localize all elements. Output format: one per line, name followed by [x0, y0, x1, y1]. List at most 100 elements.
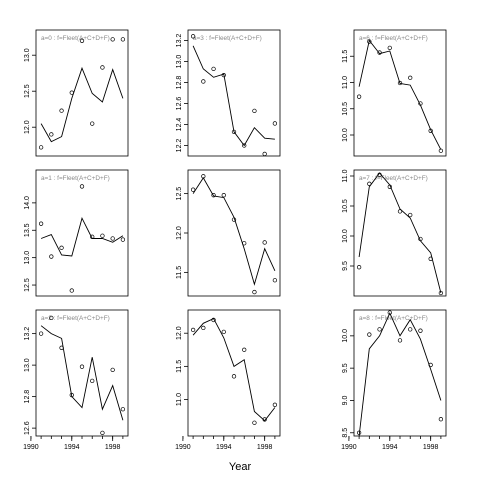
observed-point — [377, 172, 382, 177]
observed-point — [90, 378, 95, 384]
panel-6: a=6 : f=Fleet(A+C+D+F) 10.0 10.5 11.0 11.5 — [342, 29, 447, 157]
observed-point — [211, 66, 216, 71]
y-tick-label: 9.0 — [342, 395, 349, 405]
y-tick-label: 12.6 — [24, 421, 31, 435]
panel-title: a=8 : f=Fleet(A+C+D+F) — [359, 315, 428, 322]
observed-point — [242, 143, 247, 148]
observed-point — [408, 75, 413, 80]
panel-3: a=3 : f=Fleet(A+C+D+F) 12.2 12.4 12.6 12.8 13… — [176, 29, 281, 157]
observed-point — [387, 184, 392, 189]
observed-point — [38, 221, 44, 226]
observed-point — [272, 278, 278, 283]
panel-1: a=1 : f=Fleet(A+C+D+F) 12.5 13.0 13.5 14.0 — [24, 169, 129, 297]
observed-point — [49, 132, 54, 137]
y-tick-label: 12.0 — [176, 326, 183, 340]
observed-point — [418, 328, 423, 333]
fitted-line — [358, 172, 442, 294]
y-tick-label: 13.0 — [24, 251, 31, 265]
observed-point — [201, 79, 206, 84]
observed-point — [418, 236, 423, 242]
panel-4: 11.5 12.0 12.5 — [176, 169, 281, 297]
observed-point — [428, 128, 433, 133]
y-tick-label: 13.5 — [24, 223, 31, 237]
observed-point — [408, 327, 413, 332]
observed-point — [49, 315, 54, 321]
observed-point — [110, 236, 115, 241]
observed-point — [377, 50, 382, 55]
panel-title: a=3 : f=Fleet(A+C+D+F) — [193, 35, 262, 42]
panel-5: 11.0 11.5 12.0 1990 1994 1998 — [175, 309, 281, 451]
observed-point — [100, 430, 105, 436]
observed-point — [69, 90, 74, 95]
observed-point — [100, 233, 105, 238]
panel-title: a=1 : f=Fleet(A+C+D+F) — [41, 175, 110, 182]
observed-point — [59, 345, 64, 350]
y-tick-label: 9.5 — [342, 261, 349, 271]
panel-7: a=7 : f=Fleet(A+C+D+F) 9.5 10.0 10.5 11.0 — [342, 169, 447, 297]
observed-point — [79, 184, 85, 189]
y-tick-label: 12.2 — [176, 139, 183, 153]
y-tick-label: 10.0 — [342, 229, 349, 243]
fitted-line — [192, 45, 275, 147]
observed-point — [69, 392, 74, 398]
y-tick-label: 12.8 — [24, 390, 31, 404]
observed-point — [408, 212, 413, 218]
observed-point — [428, 256, 433, 261]
observed-point — [100, 65, 105, 70]
fitted-line — [358, 39, 442, 150]
observed-point — [211, 193, 216, 198]
y-tick-label: 11.0 — [176, 393, 183, 406]
observed-point — [110, 37, 115, 42]
fitted-line — [40, 325, 124, 421]
y-tick-label: 10.5 — [342, 102, 349, 116]
observed-point — [252, 108, 257, 113]
y-tick-label: 12.8 — [176, 76, 183, 90]
observed-point — [120, 407, 126, 412]
fitted-line — [40, 216, 124, 257]
observed-point — [397, 338, 403, 343]
panel-frame — [35, 309, 129, 437]
observed-point — [262, 417, 267, 422]
observed-point — [221, 72, 226, 78]
panel-frame — [187, 29, 281, 157]
observed-point — [38, 331, 44, 336]
observed-point — [242, 347, 247, 352]
panel-frame — [35, 29, 129, 157]
observed-point — [59, 108, 64, 113]
panel-frame — [353, 169, 447, 297]
observed-point — [190, 187, 196, 192]
observed-point — [190, 327, 196, 333]
panel-title: a=7 : f=Fleet(A+C+D+F) — [359, 175, 428, 182]
y-tick-label: 12.5 — [24, 278, 31, 292]
y-tick-label: 10.5 — [342, 199, 349, 213]
y-tick-label: 11.5 — [342, 50, 349, 63]
y-tick-label: 11.5 — [176, 266, 183, 279]
panel-title: a=0 : f=Fleet(A+C+D+F) — [41, 35, 110, 42]
panel-title: a=6 : f=Fleet(A+C+D+F) — [359, 35, 428, 42]
observed-point — [272, 402, 278, 407]
x-tick-label: 1990 — [175, 444, 191, 451]
x-tick-label: 1994 — [216, 444, 232, 451]
observed-point — [387, 310, 392, 315]
observed-point — [367, 181, 372, 186]
panel-2: a=2 : f=Fleet(A+C+D+F) 12.6 12.8 13.0 13.2 19… — [23, 309, 129, 451]
observed-point — [356, 265, 362, 270]
observed-point — [190, 34, 196, 39]
panel-frame — [353, 29, 447, 157]
observed-point — [438, 148, 444, 153]
panel-0: a=0 : f=Fleet(A+C+D+F) 12.0 12.5 13.0 — [24, 29, 129, 157]
observed-point — [356, 430, 362, 435]
y-tick-label: 8.5 — [342, 428, 349, 438]
x-tick-label: 1994 — [382, 444, 398, 451]
observed-point — [367, 332, 372, 337]
panel-8: a=8 : f=Fleet(A+C+D+F) 8.5 9.0 9.5 10.0 1990 1… — [341, 309, 447, 451]
observed-point — [90, 234, 95, 239]
observed-point — [438, 417, 444, 422]
y-tick-label: 11.5 — [176, 360, 183, 373]
observed-point — [221, 329, 226, 335]
panel-grid: a=0 : f=Fleet(A+C+D+F)12.012.513.0a=1 : … — [23, 29, 447, 451]
y-tick-label: 12.5 — [176, 187, 183, 201]
x-axis-label: Year — [229, 461, 252, 473]
observed-point — [110, 367, 115, 373]
observed-point — [211, 317, 216, 323]
